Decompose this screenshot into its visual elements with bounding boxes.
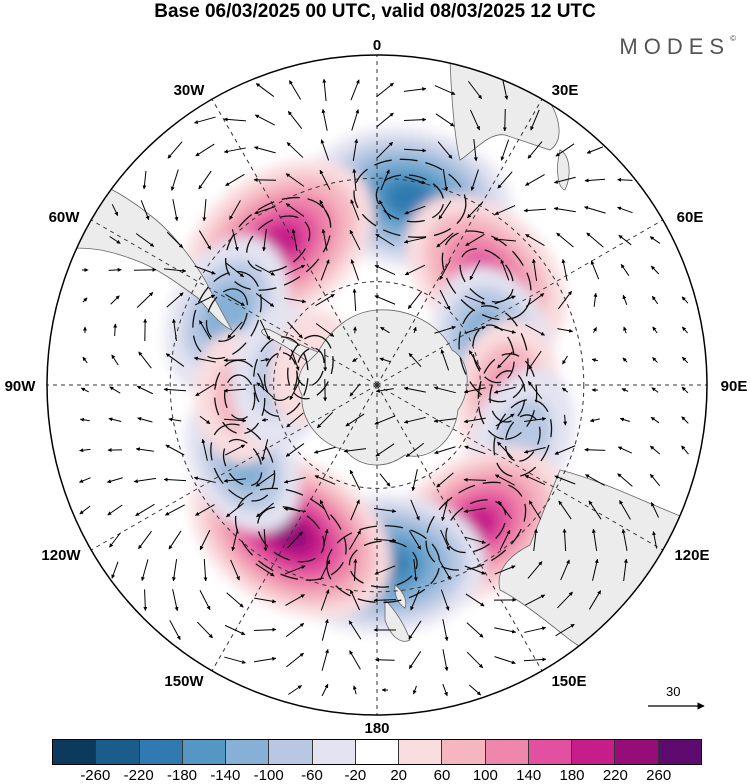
colorbar-tick-label: -180 — [167, 767, 197, 784]
lon-label-90w: 90W — [5, 378, 37, 395]
colorbar-tick-label: 260 — [646, 767, 671, 784]
reference-vector: 30 — [646, 684, 706, 714]
lon-label-30w: 30W — [174, 82, 206, 99]
colorbar-swatch — [226, 740, 269, 764]
colorbar-swatch — [269, 740, 312, 764]
colorbar-tick-label: 180 — [559, 767, 584, 784]
colorbar-swatch — [615, 740, 658, 764]
colorbar-tick-label: -60 — [301, 767, 323, 784]
colorbar-swatch — [486, 740, 529, 764]
colorbar-ticks: -260 -220 -180 -140 -100 -60 -20 20 60 100 140 180 2… — [0, 767, 750, 783]
lon-label-0: 0 — [373, 37, 381, 54]
colorbar-swatch — [529, 740, 572, 764]
polar-map: 0 30E 60E 90E 120E 150E 180 150W 120W 90… — [0, 0, 750, 735]
colorbar-swatch — [659, 740, 701, 764]
colorbar-swatch — [140, 740, 183, 764]
lon-label-150w: 150W — [164, 673, 204, 690]
colorbar-tick-label: -100 — [254, 767, 284, 784]
colorbar-swatch — [183, 740, 226, 764]
colorbar-swatch — [313, 740, 356, 764]
colorbar-tick-label: 220 — [603, 767, 628, 784]
lon-label-30e: 30E — [552, 82, 579, 99]
lon-label-60w: 60W — [49, 209, 81, 226]
colorbar-swatch — [572, 740, 615, 764]
colorbar-tick-label: 140 — [516, 767, 541, 784]
colorbar-swatch — [53, 740, 96, 764]
wind-vector — [262, 420, 268, 421]
reference-arrow-icon — [646, 684, 706, 714]
lon-label-120w: 120W — [41, 547, 81, 564]
colorbar-tick-label: -260 — [80, 767, 110, 784]
lon-label-180: 180 — [364, 720, 389, 735]
lon-label-60e: 60E — [677, 209, 704, 226]
lon-label-150e: 150E — [551, 673, 586, 690]
wind-vector — [109, 270, 122, 271]
colorbar-tick-label: -220 — [124, 767, 154, 784]
colorbar — [52, 739, 702, 765]
colorbar-swatch — [96, 740, 139, 764]
colorbar-swatch — [442, 740, 485, 764]
colorbar-tick-label: 100 — [473, 767, 498, 784]
colorbar-tick-label: 60 — [434, 767, 451, 784]
lon-label-120e: 120E — [674, 547, 709, 564]
lon-label-90e: 90E — [721, 378, 748, 395]
wind-vector — [464, 480, 486, 481]
wind-vector — [224, 360, 246, 361]
colorbar-swatch — [399, 740, 442, 764]
colorbar-swatch — [356, 740, 399, 764]
wind-vector — [505, 109, 506, 131]
colorbar-tick-label: -20 — [344, 767, 366, 784]
wind-vector — [375, 660, 394, 661]
colorbar-tick-label: 20 — [390, 767, 407, 784]
colorbar-tick-label: -140 — [210, 767, 240, 784]
